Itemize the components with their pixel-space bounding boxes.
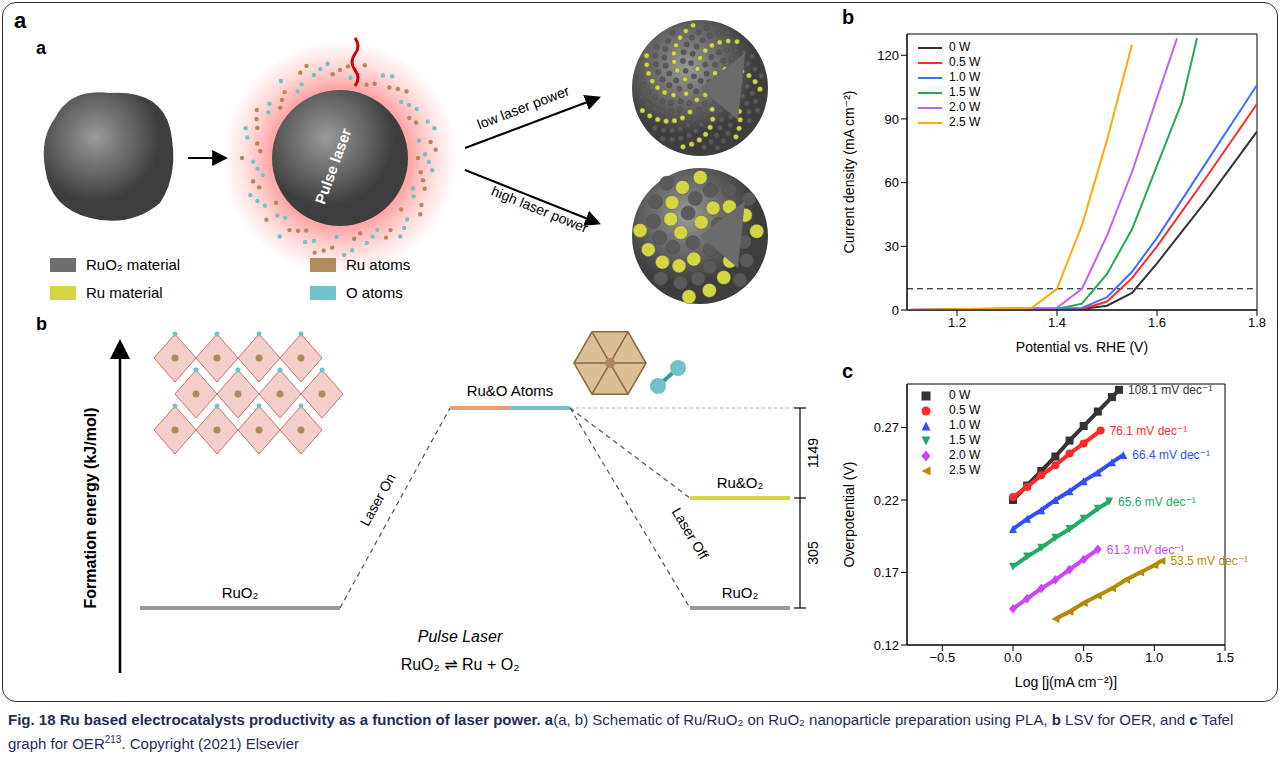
svg-text:305: 305	[805, 541, 821, 565]
svg-text:−0.5: −0.5	[929, 650, 955, 665]
svg-text:0.27: 0.27	[874, 420, 899, 435]
html-text:2.0 W: 2.0 W	[949, 100, 981, 114]
svg-text:Ru&O Atoms: Ru&O Atoms	[467, 382, 554, 399]
svg-text:Pulse Laser: Pulse Laser	[418, 628, 503, 645]
svg-text:1.4: 1.4	[1048, 315, 1066, 330]
html-text:c: c	[842, 360, 854, 382]
svg-text:0.12: 0.12	[874, 638, 899, 653]
svg-text:120: 120	[877, 48, 899, 63]
html-text:2.5 W: 2.5 W	[949, 115, 981, 129]
svg-text:b: b	[36, 314, 47, 334]
html-text:1.0 W: 1.0 W	[949, 418, 981, 432]
svg-text:0.0: 0.0	[1004, 650, 1022, 665]
svg-text:0.17: 0.17	[874, 565, 899, 580]
svg-text:76.1 mV dec⁻¹: 76.1 mV dec⁻¹	[1110, 424, 1188, 438]
svg-text:RuO₂: RuO₂	[222, 584, 259, 601]
html-text:0 W: 0 W	[949, 388, 971, 402]
svg-text:O atoms: O atoms	[346, 284, 403, 301]
svg-text:RuO₂ ⇌ Ru + O₂: RuO₂ ⇌ Ru + O₂	[401, 656, 520, 673]
svg-text:1.0: 1.0	[1145, 650, 1163, 665]
svg-text:Log [j(mA cm⁻²)]: Log [j(mA cm⁻²)]	[1015, 674, 1117, 690]
svg-text:RuO₂: RuO₂	[722, 584, 759, 601]
svg-text:30: 30	[885, 239, 899, 254]
html-text:0.5 W: 0.5 W	[949, 55, 981, 69]
html-text:b: b	[842, 6, 855, 28]
html-text:2.5 W: 2.5 W	[949, 463, 981, 477]
html-text:Fig. 18 Ru based electrocataly: Fig. 18 Ru based electrocatalysts produc…	[8, 711, 1234, 752]
svg-text:Ru atoms: Ru atoms	[346, 256, 410, 273]
svg-text:65.6 mV dec⁻¹: 65.6 mV dec⁻¹	[1118, 495, 1196, 509]
svg-text:0.5: 0.5	[1075, 650, 1093, 665]
svg-text:90: 90	[885, 112, 899, 127]
svg-text:1.5: 1.5	[1216, 650, 1234, 665]
svg-text:108.1 mV dec⁻¹: 108.1 mV dec⁻¹	[1128, 383, 1212, 397]
svg-text:RuO₂ material: RuO₂ material	[86, 256, 180, 273]
svg-text:Pulse laser: Pulse laser	[311, 126, 354, 206]
svg-text:Ru material: Ru material	[86, 284, 163, 301]
svg-text:Current density (mA cm⁻²): Current density (mA cm⁻²)	[841, 91, 857, 254]
html-text:1.5 W: 1.5 W	[949, 433, 981, 447]
svg-text:Potential vs. RHE (V): Potential vs. RHE (V)	[1016, 339, 1148, 355]
svg-text:60: 60	[885, 175, 899, 190]
svg-text:Laser Off: Laser Off	[669, 505, 712, 562]
svg-text:Formation energy (kJ/mol): Formation energy (kJ/mol)	[82, 408, 99, 609]
svg-text:1.2: 1.2	[948, 315, 966, 330]
svg-text:1.8: 1.8	[1248, 315, 1266, 330]
html-text:0.5 W: 0.5 W	[949, 403, 981, 417]
svg-text:53.5 mV dec⁻¹: 53.5 mV dec⁻¹	[1170, 554, 1248, 568]
svg-text:0: 0	[892, 303, 899, 318]
html-text:0 W: 0 W	[949, 40, 971, 54]
svg-text:1149: 1149	[805, 438, 821, 468]
svg-text:a: a	[14, 8, 27, 33]
html-text:1.5 W: 1.5 W	[949, 85, 981, 99]
svg-text:low laser power: low laser power	[475, 82, 572, 132]
svg-text:61.3 mV dec⁻¹: 61.3 mV dec⁻¹	[1106, 542, 1185, 557]
html-text:1.0 W: 1.0 W	[949, 70, 981, 84]
html-text:2.0 W: 2.0 W	[949, 448, 981, 462]
svg-text:66.4 mV dec⁻¹: 66.4 mV dec⁻¹	[1132, 448, 1210, 462]
svg-text:Laser On: Laser On	[357, 471, 399, 529]
svg-text:Overpotential (V): Overpotential (V)	[841, 462, 857, 568]
svg-text:0.22: 0.22	[874, 493, 899, 508]
svg-text:a: a	[36, 38, 47, 58]
svg-text:Ru&O₂: Ru&O₂	[717, 474, 764, 491]
svg-text:1.6: 1.6	[1148, 315, 1166, 330]
svg-text:high laser power: high laser power	[489, 183, 591, 236]
